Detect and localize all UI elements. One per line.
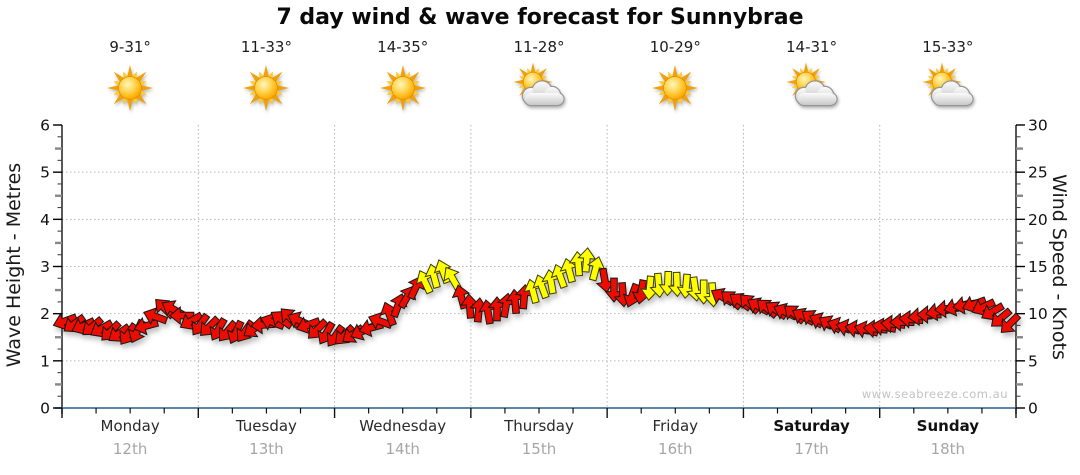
day-name-label: Thursday bbox=[504, 417, 574, 435]
left-tick-label: 1 bbox=[40, 352, 50, 370]
right-tick-label: 30 bbox=[1028, 117, 1048, 135]
wind-arrow bbox=[1000, 312, 1022, 334]
cloud-shape bbox=[524, 93, 563, 105]
page-title: 7 day wind & wave forecast for Sunnybrae bbox=[276, 5, 804, 30]
right-tick-label: 25 bbox=[1028, 164, 1048, 182]
day-name-label: Saturday bbox=[773, 417, 850, 435]
day-summary-friday: 10-29° bbox=[607, 38, 743, 116]
day-temperature-range: 14-31° bbox=[786, 38, 838, 56]
partly-cloudy-icon bbox=[786, 62, 838, 107]
day-temperature-range: 14-35° bbox=[377, 38, 429, 56]
left-tick-label: 4 bbox=[40, 211, 50, 229]
day-temperature-range: 11-33° bbox=[240, 38, 292, 56]
day-summary-thursday: 11-28° bbox=[471, 38, 607, 116]
day-date-label: 17th bbox=[794, 440, 829, 458]
day-name-label: Friday bbox=[652, 417, 699, 435]
axes bbox=[53, 124, 1025, 418]
partly-cloudy-icon bbox=[513, 62, 565, 107]
right-tick-label: 15 bbox=[1028, 258, 1048, 276]
day-summary-sunday: 15-33° bbox=[880, 38, 1016, 116]
cloud-shape bbox=[797, 93, 836, 105]
sun-disc bbox=[118, 76, 143, 100]
left-tick-label: 2 bbox=[40, 305, 50, 323]
day-date-label: 16th bbox=[658, 440, 693, 458]
right-tick-label: 5 bbox=[1028, 352, 1038, 370]
day-summary-tuesday: 11-33° bbox=[198, 38, 334, 116]
day-name-label: Tuesday bbox=[235, 417, 297, 435]
right-axis-title: Wind Speed - Knots bbox=[1048, 174, 1070, 360]
sunny-icon bbox=[652, 65, 699, 111]
sunny-icon bbox=[379, 65, 426, 111]
day-temperature-range: 10-29° bbox=[649, 38, 701, 56]
sunny-icon bbox=[107, 65, 154, 111]
left-axis-title: Wave Height - Metres bbox=[3, 162, 25, 368]
day-date-label: 18th bbox=[930, 440, 966, 458]
sunny-icon bbox=[243, 65, 290, 111]
day-name-label: Sunday bbox=[916, 417, 980, 435]
sun-disc bbox=[254, 76, 279, 100]
partly-cloudy-icon bbox=[922, 62, 974, 107]
day-date-label: 15th bbox=[521, 440, 557, 458]
day-name-label: Monday bbox=[100, 417, 160, 435]
tick-labels: 0 1 2 3 4 5 6 0 5 10 15 20 25 30 bbox=[40, 117, 1048, 418]
sun-disc bbox=[663, 76, 688, 100]
left-tick-label: 3 bbox=[40, 258, 50, 276]
left-tick-label: 6 bbox=[40, 117, 50, 135]
wind-arrows bbox=[52, 247, 1022, 347]
left-tick-label: 5 bbox=[40, 164, 50, 182]
day-date-label: 13th bbox=[249, 440, 284, 458]
day-summary-saturday: 14-31° bbox=[743, 38, 879, 116]
day-temperature-range: 11-28° bbox=[513, 38, 565, 56]
watermark: www.seabreeze.com.au bbox=[861, 387, 1008, 401]
cloud-shape bbox=[933, 93, 972, 105]
right-tick-label: 10 bbox=[1028, 305, 1048, 323]
day-summary-wednesday: 14-35° bbox=[335, 38, 471, 116]
day-temperature-range: 9-31° bbox=[109, 38, 151, 56]
day-summary-monday: 9-31° bbox=[62, 38, 198, 116]
right-tick-label: 0 bbox=[1028, 400, 1038, 418]
right-tick-label: 20 bbox=[1028, 211, 1048, 229]
day-temperature-range: 15-33° bbox=[922, 38, 974, 56]
left-tick-label: 0 bbox=[40, 400, 50, 418]
gridlines bbox=[62, 125, 1016, 408]
wind-arrow bbox=[133, 316, 160, 336]
day-name-label: Wednesday bbox=[359, 417, 447, 435]
day-date-label: 14th bbox=[385, 440, 420, 458]
sun-disc bbox=[390, 76, 415, 100]
day-date-label: 12th bbox=[112, 440, 148, 458]
wind-arrow bbox=[577, 247, 597, 273]
